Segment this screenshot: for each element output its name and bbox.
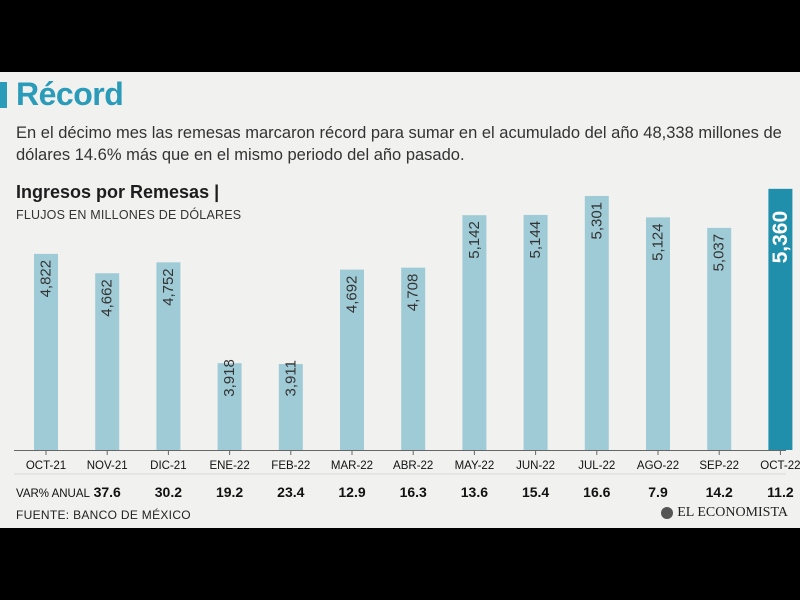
value-label: 4,708 [405, 274, 422, 312]
chart-subtitle: FLUJOS EN MILLONES DE DÓLARES [16, 208, 242, 222]
var-anual-value: 19.2 [216, 484, 243, 500]
source-note: FUENTE: BANCO DE MÉXICO [16, 508, 191, 522]
chart-title: Ingresos por Remesas | [16, 182, 220, 202]
x-tick-label: JUN-22 [516, 460, 555, 472]
value-label: 5,124 [650, 223, 667, 261]
var-anual-value: 16.3 [400, 484, 427, 500]
x-tick-label: OCT-22 [760, 460, 800, 472]
bar-jun-22 [523, 214, 548, 450]
var-anual-value: 13.6 [461, 484, 488, 500]
x-tick-label: SEP-22 [699, 460, 739, 472]
value-label: 3,918 [221, 359, 238, 397]
bar-ene-22 [217, 363, 242, 450]
bar-oct-22 [768, 188, 793, 450]
bar-oct-21 [34, 253, 58, 450]
page-title: Récord [16, 76, 124, 112]
bar-feb-22 [278, 364, 303, 450]
var-anual-value: 23.4 [277, 484, 304, 500]
var-anual-value: 7.9 [648, 484, 668, 500]
x-tick-label: NOV-21 [87, 460, 128, 472]
value-label: 4,752 [160, 268, 177, 306]
x-tick-label: ABR-22 [393, 460, 433, 472]
var-anual-value: 12.9 [338, 484, 365, 500]
x-tick-label: ENE-22 [209, 460, 249, 472]
bar-may-22 [462, 215, 487, 450]
x-tick-label: DIC-21 [150, 460, 186, 472]
bar-nov-21 [95, 273, 120, 450]
var-anual-value: 30.2 [155, 484, 182, 500]
x-tick-label: AGO-22 [637, 460, 679, 472]
infographic-frame: Récord En el décimo mes las remesas marc… [0, 72, 800, 528]
logo-mark-icon [661, 507, 674, 519]
bar-mar-22 [340, 269, 364, 450]
value-label: 3,911 [282, 360, 299, 396]
bar-abr-22 [401, 267, 426, 450]
x-tick-label: MAR-22 [331, 460, 373, 472]
intro-text: En el décimo mes las remesas marcaron ré… [16, 124, 782, 164]
chart-title-text: Ingresos por Remesas [16, 182, 210, 202]
value-label: 5,360 [769, 211, 792, 264]
value-label: 5,037 [711, 234, 728, 272]
logo-text: EL ECONOMISTA [677, 505, 788, 520]
x-tick-label: FEB-22 [271, 460, 310, 472]
bar-ago-22 [646, 217, 670, 450]
bar-sep-22 [707, 227, 732, 450]
value-label: 4,662 [99, 279, 116, 317]
bar-jul-22 [584, 195, 609, 450]
var-anual-value: 11.2 [767, 484, 794, 500]
value-label: 4,822 [38, 260, 55, 298]
publisher-logo: EL ECONOMISTA [661, 505, 788, 521]
value-label: 5,301 [588, 202, 605, 240]
value-label: 5,144 [527, 221, 544, 259]
x-tick-label: OCT-21 [26, 460, 66, 472]
var-anual-label: VAR% ANUAL [16, 488, 90, 500]
var-anual-value: 14.2 [706, 484, 733, 500]
var-anual-value: 15.4 [522, 484, 549, 500]
var-anual-value: 16.6 [583, 484, 610, 500]
value-label: 4,692 [344, 276, 361, 314]
bar-dic-21 [156, 262, 181, 450]
title-accent-bar [0, 82, 7, 108]
x-tick-label: JUL-22 [578, 460, 615, 472]
x-tick-label: MAY-22 [455, 460, 495, 472]
value-label: 5,142 [466, 221, 483, 259]
var-anual-value: 37.6 [94, 484, 121, 500]
bar-chart: 4,822 OCT-21 4,662 NOV-21 37.6 4,752 DIC-21 30.… [14, 188, 800, 500]
